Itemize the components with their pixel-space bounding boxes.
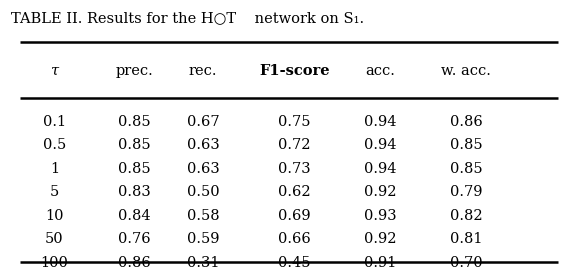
Text: 0.94: 0.94 <box>364 138 396 152</box>
Text: 0.76: 0.76 <box>118 232 151 246</box>
Text: acc.: acc. <box>366 64 395 78</box>
Text: TABLE II. Results for the H○T    network on S₁.: TABLE II. Results for the H○T network on… <box>11 11 364 25</box>
Text: 0.82: 0.82 <box>450 209 483 223</box>
Text: F1-score: F1-score <box>259 64 330 78</box>
Text: 0.50: 0.50 <box>186 185 220 199</box>
Text: 0.79: 0.79 <box>450 185 482 199</box>
Text: 10: 10 <box>45 209 63 223</box>
Text: 0.67: 0.67 <box>186 115 220 129</box>
Text: 5: 5 <box>50 185 59 199</box>
Text: 0.86: 0.86 <box>118 256 151 268</box>
Text: 0.81: 0.81 <box>450 232 482 246</box>
Text: 0.91: 0.91 <box>364 256 396 268</box>
Text: 0.83: 0.83 <box>118 185 151 199</box>
Text: 0.92: 0.92 <box>364 185 396 199</box>
Text: 0.73: 0.73 <box>278 162 311 176</box>
Text: 0.70: 0.70 <box>450 256 483 268</box>
Text: 0.72: 0.72 <box>279 138 311 152</box>
Text: 0.85: 0.85 <box>118 115 151 129</box>
Text: 0.85: 0.85 <box>450 162 483 176</box>
Text: 50: 50 <box>45 232 63 246</box>
Text: 0.62: 0.62 <box>278 185 311 199</box>
Text: 0.69: 0.69 <box>278 209 311 223</box>
Text: w. acc.: w. acc. <box>441 64 491 78</box>
Text: 0.75: 0.75 <box>279 115 311 129</box>
Text: 0.5: 0.5 <box>43 138 66 152</box>
Text: 0.63: 0.63 <box>186 138 220 152</box>
Text: 0.85: 0.85 <box>118 138 151 152</box>
Text: 0.66: 0.66 <box>278 232 311 246</box>
Text: 0.58: 0.58 <box>186 209 220 223</box>
Text: 0.92: 0.92 <box>364 232 396 246</box>
Text: 0.1: 0.1 <box>43 115 66 129</box>
Text: 0.59: 0.59 <box>187 232 219 246</box>
Text: 0.84: 0.84 <box>118 209 151 223</box>
Text: 0.94: 0.94 <box>364 162 396 176</box>
Text: 0.94: 0.94 <box>364 115 396 129</box>
Text: 0.93: 0.93 <box>364 209 397 223</box>
Text: 1: 1 <box>50 162 59 176</box>
Text: 100: 100 <box>41 256 68 268</box>
Text: 0.86: 0.86 <box>450 115 483 129</box>
Text: prec.: prec. <box>116 64 153 78</box>
Text: 0.63: 0.63 <box>186 162 220 176</box>
Text: rec.: rec. <box>189 64 217 78</box>
Text: τ: τ <box>50 64 58 78</box>
Text: 0.85: 0.85 <box>118 162 151 176</box>
Text: 0.45: 0.45 <box>279 256 311 268</box>
Text: 0.85: 0.85 <box>450 138 483 152</box>
Text: 0.31: 0.31 <box>187 256 219 268</box>
